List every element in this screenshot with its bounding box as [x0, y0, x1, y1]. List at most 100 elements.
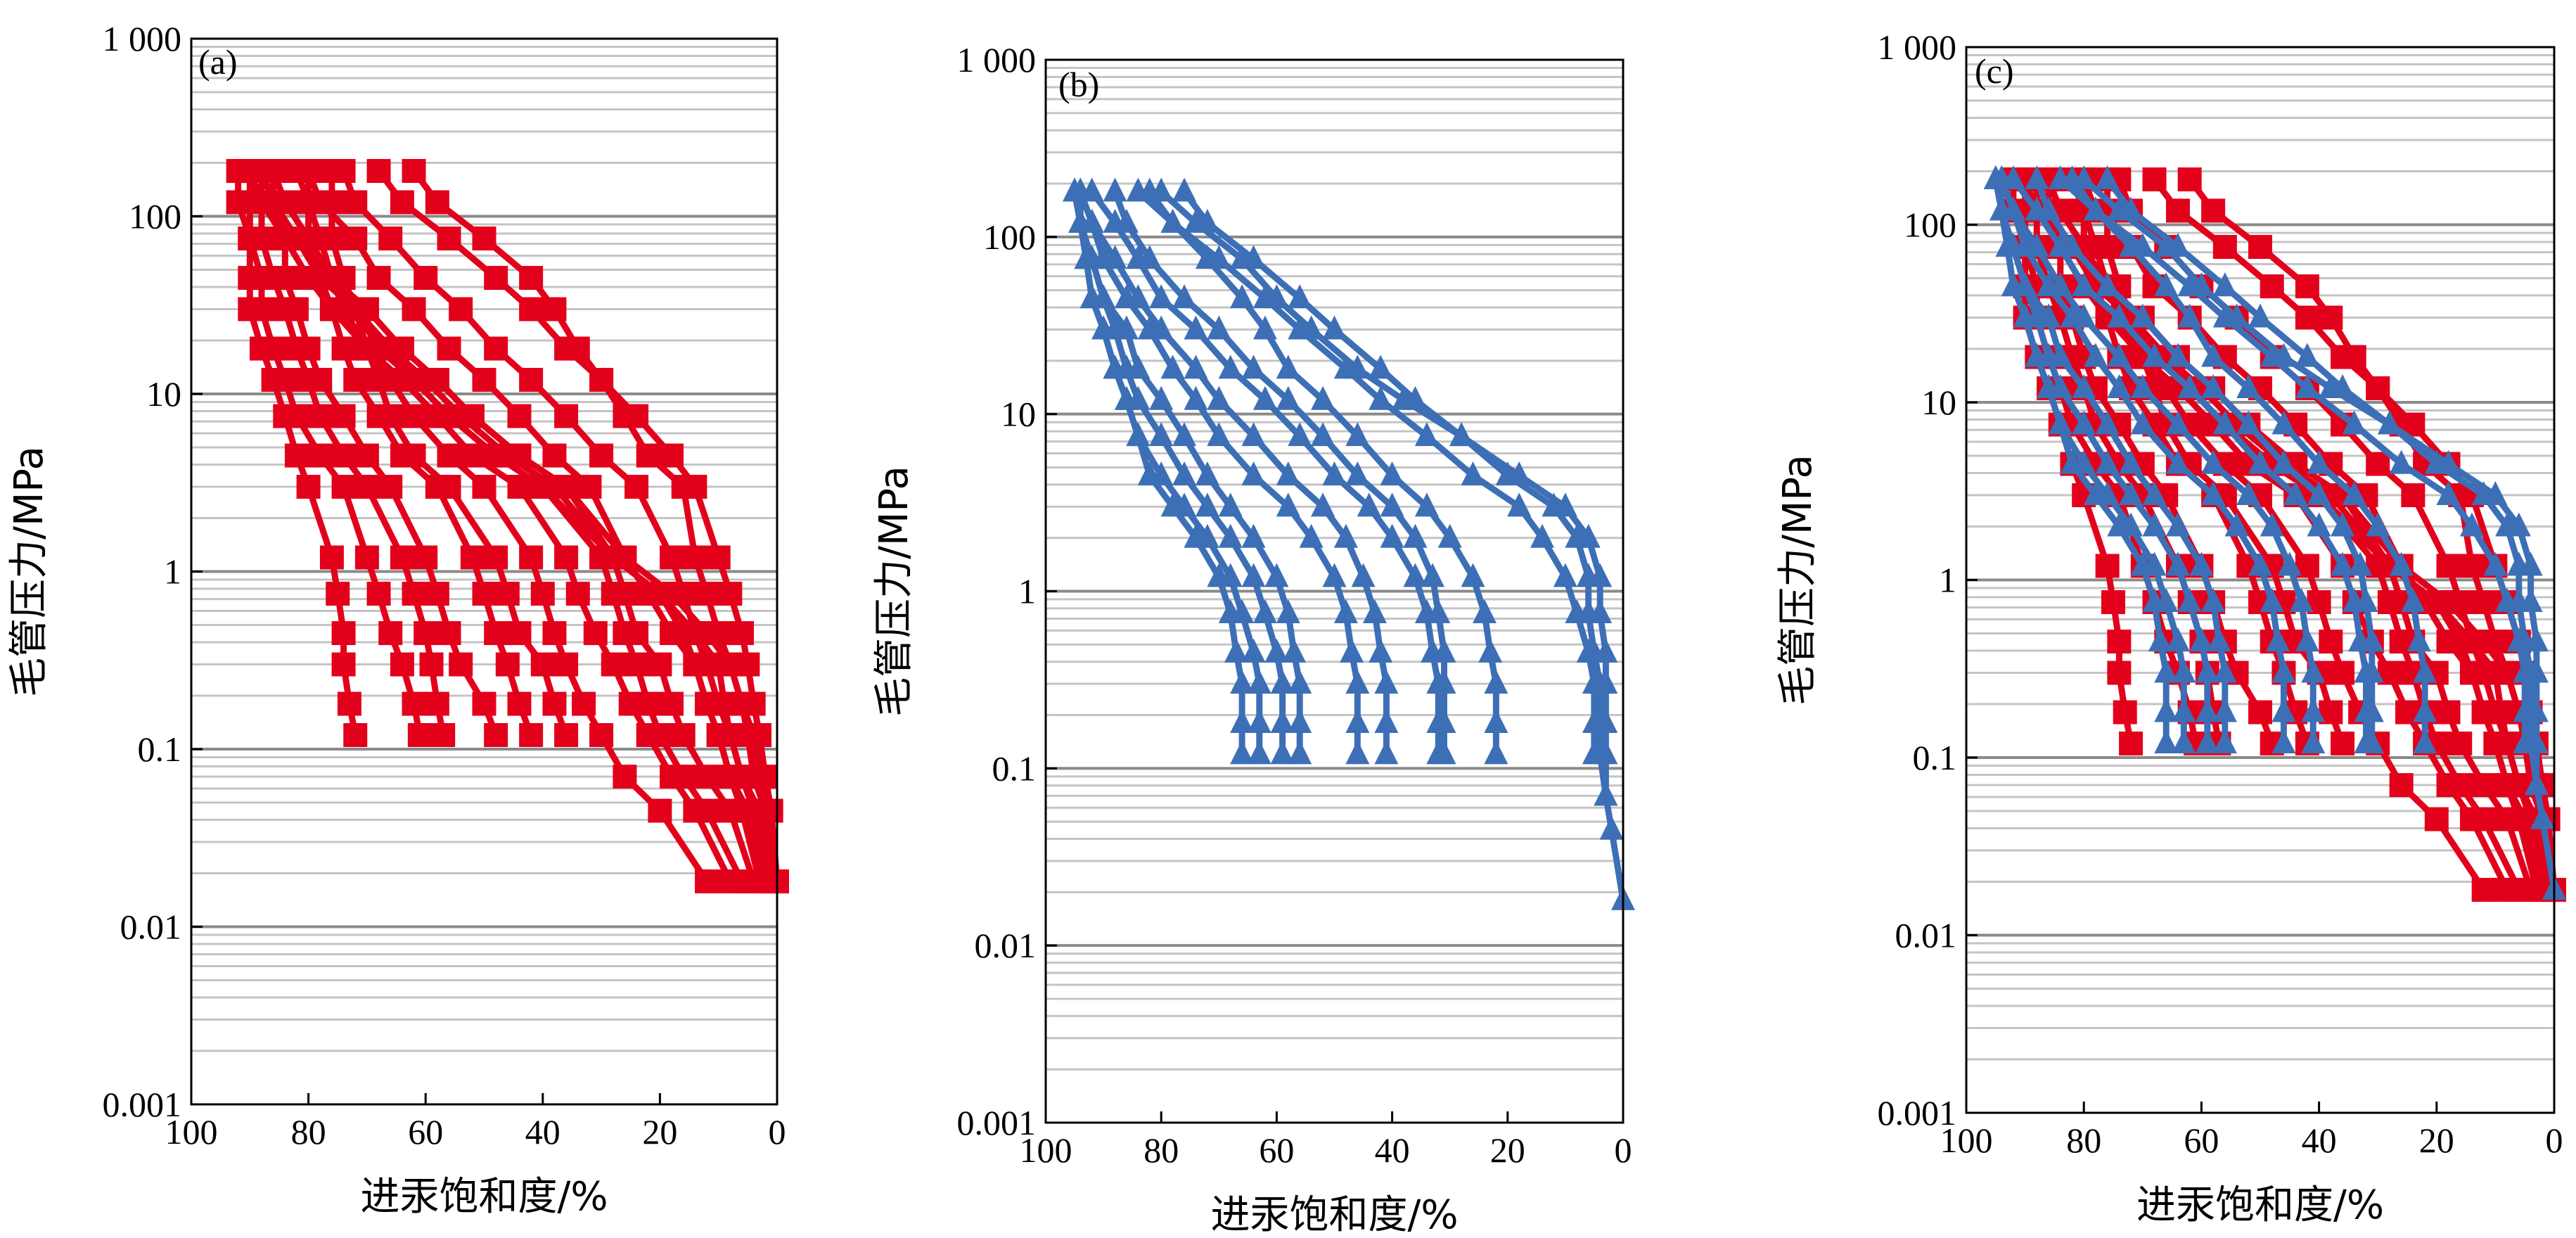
data-point-triangle [2413, 658, 2437, 683]
data-point-square [2260, 274, 2284, 299]
data-point-triangle [1230, 245, 1255, 269]
data-point-triangle [2295, 627, 2319, 652]
data-point-triangle [2083, 196, 2108, 221]
data-point-square [613, 765, 637, 789]
data-point-triangle [1184, 355, 1208, 379]
data-point-triangle [2177, 374, 2202, 399]
data-point-triangle [2319, 374, 2343, 399]
data-point-triangle [2195, 729, 2219, 754]
series-line-blue-12 [1063, 177, 1255, 765]
data-point-square [419, 652, 444, 677]
data-point-square [2366, 376, 2390, 401]
data-point-triangle [1230, 670, 1255, 694]
data-point-square [378, 226, 403, 251]
data-point-triangle [1264, 638, 1289, 663]
data-point-square [519, 297, 544, 321]
x-tick-label: 20 [1490, 1130, 1525, 1170]
data-point-triangle [1340, 638, 1364, 663]
data-point-square [648, 582, 672, 606]
data-point-triangle [2483, 551, 2508, 576]
data-point-triangle [2212, 729, 2237, 754]
data-point-triangle [1149, 385, 1174, 410]
data-point-triangle [1288, 284, 1312, 309]
data-point-triangle [2165, 410, 2190, 435]
data-point-square [530, 652, 555, 677]
data-point-square [660, 545, 684, 570]
data-point-triangle [1288, 315, 1312, 340]
data-point-triangle [1322, 461, 1347, 485]
data-point-triangle [1074, 245, 1098, 269]
data-point-triangle [2142, 512, 2167, 537]
data-point-triangle [2195, 698, 2219, 722]
data-point-triangle [2366, 512, 2390, 537]
data-point-triangle [2025, 343, 2049, 367]
data-point-square [238, 266, 262, 291]
data-point-triangle [2195, 658, 2219, 683]
data-point-triangle [2189, 627, 2214, 652]
data-point-square [753, 798, 778, 823]
data-point-square [554, 475, 579, 499]
data-point-triangle [1252, 315, 1277, 340]
data-point-triangle [2530, 805, 2555, 829]
data-point-square [484, 621, 508, 646]
data-point-triangle [2142, 343, 2167, 367]
data-point-square [695, 621, 719, 646]
data-point-triangle [1392, 385, 1416, 410]
data-point-triangle [1403, 563, 1428, 587]
data-point-square [706, 545, 731, 570]
data-point-square [507, 404, 532, 428]
y-tick-label: 1 [164, 552, 181, 592]
data-point-triangle [1380, 492, 1404, 517]
data-point-triangle [2212, 658, 2237, 683]
data-point-square [484, 336, 508, 361]
data-point-triangle [2307, 512, 2331, 537]
data-point-square [695, 691, 719, 716]
data-point-square [542, 621, 567, 646]
data-point-square [519, 368, 544, 393]
data-point-square [2506, 807, 2531, 831]
data-point-square [2495, 878, 2520, 902]
data-point-square [326, 582, 350, 606]
data-point-triangle [2377, 410, 2402, 435]
data-point-triangle [2060, 165, 2084, 190]
y-tick-label: 100 [1904, 205, 1956, 245]
data-point-triangle [1322, 563, 1347, 587]
data-point-triangle [1345, 709, 1370, 734]
data-point-triangle [1172, 422, 1197, 447]
data-point-square [472, 368, 496, 393]
data-point-triangle [1582, 709, 1606, 734]
data-point-square [366, 404, 391, 428]
data-point-triangle [2301, 658, 2326, 683]
data-point-square [554, 404, 579, 428]
data-point-square [366, 159, 391, 184]
data-point-square [226, 159, 250, 184]
data-point-triangle [2342, 410, 2366, 435]
data-point-triangle [1160, 208, 1185, 233]
series-path [328, 171, 570, 736]
data-point-square [2436, 700, 2461, 725]
data-point-square [519, 723, 544, 748]
data-point-triangle [2072, 272, 2096, 297]
series-line-red-13 [296, 159, 544, 748]
data-point-square [390, 190, 414, 215]
data-point-square [671, 723, 696, 748]
data-point-triangle [1983, 165, 2008, 190]
data-point-triangle [2354, 729, 2378, 754]
data-point-square [354, 475, 379, 499]
x-axis-title: 进汞饱和度/% [360, 1174, 608, 1220]
data-point-triangle [2307, 449, 2331, 474]
data-point-triangle [1414, 599, 1439, 623]
data-point-square [390, 545, 414, 570]
data-point-square [589, 443, 614, 468]
data-point-square [660, 691, 684, 716]
data-point-triangle [1582, 670, 1606, 694]
data-point-triangle [1374, 670, 1399, 694]
data-point-square [730, 691, 755, 716]
panel-b-capillary-pressure-chart: 0.001 0.01 0.1 1 10 100 1 000 100 80 60 40 20 0 进汞饱和度… [871, 40, 1635, 1238]
data-point-triangle [2154, 272, 2179, 297]
y-tick-label: 1 000 [1878, 27, 1957, 67]
y-tick-label: 100 [129, 197, 181, 236]
data-point-triangle [2483, 481, 2508, 506]
data-point-triangle [1126, 245, 1151, 269]
panel-label: (c) [1975, 51, 2014, 91]
